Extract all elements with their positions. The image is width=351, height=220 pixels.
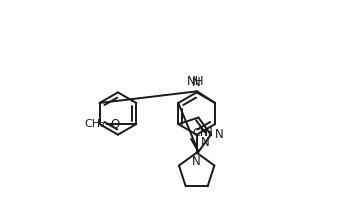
Text: O: O xyxy=(110,118,120,131)
Text: N: N xyxy=(204,126,213,139)
Text: CH₃: CH₃ xyxy=(192,128,213,138)
Text: N: N xyxy=(215,128,223,141)
Text: N: N xyxy=(192,156,201,169)
Text: CH₃: CH₃ xyxy=(84,119,105,129)
Text: N: N xyxy=(201,136,210,149)
Text: N: N xyxy=(192,76,201,89)
Text: NH: NH xyxy=(187,75,205,88)
